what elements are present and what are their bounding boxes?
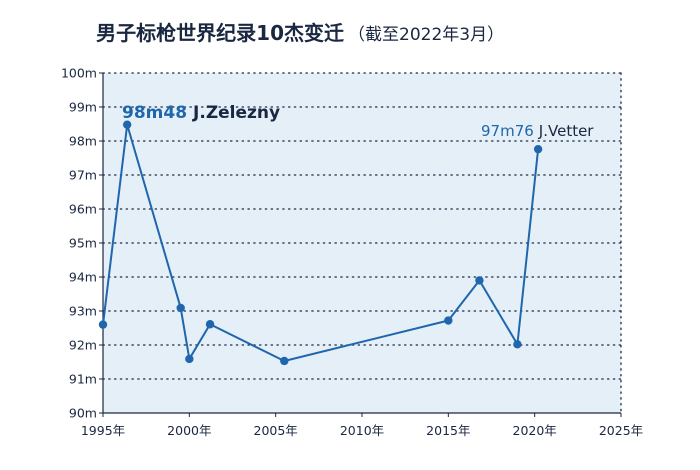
data-point: [205, 320, 215, 329]
annotation-vetter-value: 97m76: [481, 122, 534, 140]
x-tick-label: 1995年: [81, 423, 125, 438]
data-point: [176, 303, 185, 313]
y-tick-label: 95m: [69, 236, 97, 251]
y-tick-label: 93m: [69, 304, 97, 319]
data-point: [533, 144, 543, 154]
data-point: [98, 320, 108, 329]
x-tick-label: 2010年: [340, 423, 384, 438]
series-line: [102, 123, 540, 362]
annotation-zelezny: 98m48 J.Zelezny: [122, 103, 280, 123]
data-point: [513, 340, 522, 349]
data-point: [475, 276, 484, 285]
data-point: [185, 354, 194, 364]
annotation-vetter-name: J.Vetter: [538, 122, 595, 140]
chart-subtitle: （截至2022年3月）: [348, 25, 504, 45]
y-tick-label: 94m: [69, 270, 97, 285]
y-tick-label: 99m: [69, 100, 97, 115]
y-tick-label: 90m: [69, 406, 97, 421]
data-point: [444, 316, 453, 325]
annotation-vetter: 97m76 J.Vetter: [481, 122, 594, 140]
y-tick-label: 96m: [69, 202, 97, 217]
x-tick-label: 2015年: [426, 423, 470, 438]
x-tick-label: 2020年: [513, 423, 557, 438]
y-tick-label: 98m: [69, 134, 97, 149]
y-tick-label: 97m: [69, 168, 97, 183]
y-tick-label: 91m: [69, 372, 97, 387]
annotation-zelezny-name: J.Zelezny: [192, 103, 280, 123]
y-tick-label: 100m: [61, 66, 97, 81]
data-point: [280, 356, 289, 366]
y-axis-ticks: 90m 91m 92m 93m 94m 95m 96m 97m 98m 99m 100m: [61, 66, 103, 421]
annotation-zelezny-value: 98m48: [122, 103, 187, 123]
data-point: [122, 120, 132, 129]
x-tick-label: 2025年: [599, 423, 643, 438]
y-tick-label: 92m: [69, 338, 97, 353]
chart-title: 男子标枪世界纪录10杰变迁: [96, 21, 344, 45]
series-world-record: [98, 120, 543, 366]
x-axis-ticks: 1995年 2000年 2005年 2010年 2015年 2020年 2025年: [81, 413, 643, 438]
grid-lines: [102, 72, 622, 414]
x-tick-label: 2005年: [254, 423, 298, 438]
x-tick-label: 2000年: [167, 423, 211, 438]
